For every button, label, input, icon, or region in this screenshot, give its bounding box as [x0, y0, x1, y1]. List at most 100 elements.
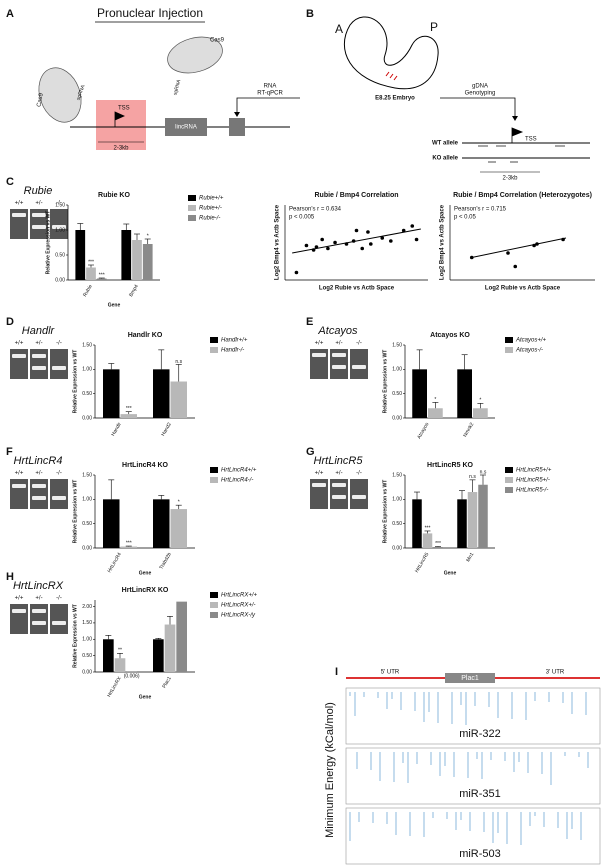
gel-band [32, 621, 46, 625]
bar [467, 492, 478, 548]
fit-line [292, 228, 421, 254]
legend-label: HrtLincR5+/+ [516, 468, 552, 474]
gel-band [352, 495, 366, 499]
x-tick-label: Atcayos [416, 421, 430, 440]
y-tick-label: 1.50 [392, 472, 402, 478]
gel-band [52, 366, 66, 370]
mir-label: miR-322 [459, 728, 501, 740]
gel-name: HrtLincR4 [14, 455, 63, 467]
gel-band [312, 353, 326, 357]
panel-i: I Minimum Energy (kCal/mol) Plac1 5' UTR… [324, 666, 600, 838]
gel-lane [50, 209, 68, 239]
deletion-region [96, 100, 146, 150]
x-tick-label: Hand2 [160, 421, 173, 437]
panel-label: I [335, 666, 338, 678]
gel-lane [50, 349, 68, 379]
cas9-shape [167, 36, 223, 74]
wt-label: WT allele [432, 141, 459, 147]
gene-label: lincRNA [175, 125, 197, 131]
bar [120, 414, 137, 418]
significance: n.s [480, 469, 487, 475]
gel-band [332, 353, 346, 357]
gel-lane [30, 604, 48, 634]
cut-marks [385, 71, 398, 81]
y-tick-label: 1.00 [82, 637, 92, 643]
lane-label: +/- [35, 201, 42, 207]
lane-label: +/+ [315, 471, 324, 477]
panel-label: H [6, 571, 14, 583]
bar [132, 240, 142, 280]
lane-label: +/- [35, 596, 42, 602]
y-tick-label: 0.00 [392, 545, 402, 551]
legend-label: HrtLincR5-/- [516, 488, 548, 494]
legend-label: Handlr-/- [221, 348, 244, 354]
x-axis-label: Log2 Rubie vs Actb Space [319, 286, 395, 292]
legend-swatch [188, 205, 196, 211]
point [320, 237, 324, 242]
chart-title: Rubie / Bmp4 Correlation [314, 192, 398, 199]
x-axis-label: Gene [108, 302, 121, 308]
significance: *** [126, 406, 132, 412]
legend-label: HrtLincR5+/- [516, 478, 550, 484]
gel-band [12, 484, 26, 488]
y-axis-label: Log2 Bmp4 vs Actb Space [440, 204, 446, 280]
bar [457, 369, 472, 418]
assay-label: RT-qPCR [257, 91, 283, 97]
point [469, 255, 474, 260]
significance: * [178, 500, 180, 506]
bar [153, 499, 170, 548]
lane-label: -/- [56, 341, 62, 347]
chart-title: HrtLincR4 KO [122, 462, 168, 469]
gel-band [32, 354, 46, 358]
significance: n.s [469, 474, 476, 480]
significance: *** [88, 259, 94, 265]
y-axis-label: Relative Expression vs WT [72, 480, 78, 544]
significance: * [479, 398, 481, 404]
bar [103, 639, 114, 672]
legend-swatch [210, 602, 218, 608]
y-tick-label: 1.00 [392, 497, 402, 503]
legend-swatch [210, 612, 218, 618]
panel-label: G [306, 446, 315, 458]
bar [86, 267, 96, 280]
stat-p: p < 0.005 [289, 215, 315, 221]
x-tick-label: Mn1 [465, 551, 475, 563]
energy-plot [345, 807, 601, 865]
legend-swatch [210, 467, 218, 473]
mir-label: miR-351 [459, 788, 501, 800]
legend-swatch [210, 337, 218, 343]
energy-plot [345, 747, 601, 805]
cas9-label: Cas9 [210, 38, 225, 44]
bar [114, 658, 126, 672]
primers [478, 145, 565, 163]
significance: *** [126, 540, 132, 546]
bar [473, 408, 488, 418]
chart-title: HrtLincRX KO [122, 587, 169, 594]
anterior-label: A [335, 22, 343, 36]
point [344, 242, 349, 246]
chart-title: Rubie KO [98, 192, 130, 199]
bar [164, 624, 176, 672]
gel-name: Handlr [22, 325, 56, 337]
lane-label: +/+ [15, 201, 24, 207]
point [333, 240, 337, 245]
legend-label: Rubie+/+ [199, 196, 224, 202]
assay-label: Genotyping [465, 91, 496, 97]
arrow-head [512, 116, 518, 121]
point [294, 270, 299, 275]
gel-band [32, 609, 46, 613]
gel-lane [10, 604, 28, 634]
lane-label: +/- [335, 471, 342, 477]
bar [153, 639, 164, 672]
significance: *** [425, 525, 431, 531]
gel-band [332, 483, 346, 487]
significance: *** [99, 272, 105, 278]
y-tick-label: 1.50 [82, 620, 92, 626]
y-tick-label: 1.50 [55, 202, 65, 208]
x-tick-label: Trabd2b [158, 551, 173, 570]
gel-lane [50, 604, 68, 634]
panel-label: C [6, 176, 14, 188]
chart-title: Rubie / Bmp4 Correlation (Heterozygotes) [453, 192, 592, 199]
panel-label: D [6, 316, 14, 328]
